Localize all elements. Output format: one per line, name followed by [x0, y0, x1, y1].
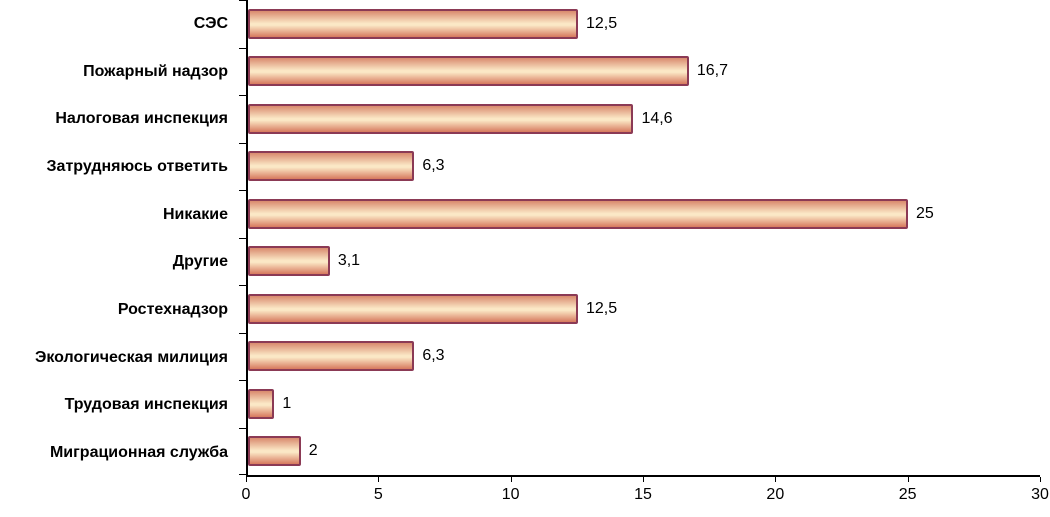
category-label: Пожарный надзор — [83, 62, 228, 80]
x-axis-tick — [907, 477, 909, 482]
x-axis-label: 10 — [501, 486, 520, 503]
y-axis-tick — [239, 237, 246, 239]
bar — [248, 198, 908, 229]
bar-row: 25 — [248, 190, 1040, 238]
x-axis-label: 5 — [373, 486, 383, 503]
x-axis-tick — [643, 477, 644, 482]
category-label: Налоговая инспекция — [55, 110, 228, 128]
bar — [248, 103, 634, 134]
bar-row: 6,3 — [248, 143, 1040, 191]
bar-row: 3,1 — [248, 238, 1040, 286]
y-axis-tick — [239, 190, 246, 191]
category-label: Экологическая милиция — [34, 348, 228, 366]
x-axis-label: 15 — [634, 486, 652, 503]
x-axis-tick — [378, 477, 380, 482]
value-label: 16,7 — [696, 62, 729, 80]
y-axis-tick — [239, 0, 246, 1]
value-label: 12,5 — [586, 14, 618, 32]
y-axis-tick — [239, 95, 246, 96]
category-label: Миграционная служба — [49, 444, 228, 462]
y-axis-tick — [239, 142, 246, 144]
x-axis-label: 0 — [241, 486, 251, 503]
bar-row: 1 — [248, 380, 1040, 428]
category-axis: СЭС Пожарный надзор Налоговая инспекция Зат… — [0, 0, 238, 477]
value-label: 2 — [308, 442, 318, 460]
y-axis-tick — [239, 47, 246, 49]
bar-row: 12,5 — [248, 285, 1040, 333]
bar-row: 14,6 — [248, 95, 1040, 143]
y-axis-tick — [239, 474, 246, 475]
x-axis-tick — [510, 477, 512, 482]
bar — [248, 56, 689, 87]
y-axis-tick — [239, 380, 246, 381]
bar-row: 12,5 — [248, 0, 1040, 48]
x-axis-label: 20 — [766, 486, 785, 503]
value-label: 6,3 — [422, 157, 445, 175]
x-axis: 0 5 10 15 20 25 30 — [242, 477, 1049, 513]
category-label: Другие — [172, 253, 228, 271]
value-label: 12,5 — [586, 299, 618, 317]
category-label: СЭС — [193, 14, 228, 32]
bar — [248, 293, 578, 324]
y-axis-tick — [239, 332, 246, 334]
y-axis-tick — [239, 427, 246, 429]
x-axis-tick — [775, 477, 777, 482]
value-label: 1 — [282, 394, 292, 412]
x-axis-label: 30 — [1031, 486, 1049, 503]
value-label: 3,1 — [337, 252, 361, 270]
category-label: Ростехнадзор — [117, 301, 228, 319]
bar — [248, 151, 415, 182]
bar-row: 2 — [248, 428, 1040, 476]
bar — [248, 8, 578, 39]
bar — [248, 246, 330, 277]
bar — [248, 436, 301, 467]
x-axis-label: 25 — [898, 486, 917, 503]
category-label: Трудовая инспекция — [64, 396, 228, 414]
bar-row: 6,3 — [248, 333, 1040, 381]
bar — [248, 388, 275, 419]
y-axis-tick — [239, 285, 246, 286]
value-label: 14,6 — [641, 109, 673, 127]
value-label: 6,3 — [422, 347, 445, 365]
x-axis-tick — [1040, 477, 1041, 482]
category-label: Никакие — [162, 205, 228, 223]
category-label: Затрудняюсь ответить — [46, 157, 228, 175]
bar — [248, 341, 415, 372]
value-label: 25 — [916, 204, 934, 222]
x-axis-tick — [246, 477, 247, 482]
plot-area: 12,5 16,7 14,6 6,3 25 3,1 12,5 6,3 1 2 — [239, 0, 1040, 477]
bar-row: 16,7 — [248, 48, 1040, 96]
